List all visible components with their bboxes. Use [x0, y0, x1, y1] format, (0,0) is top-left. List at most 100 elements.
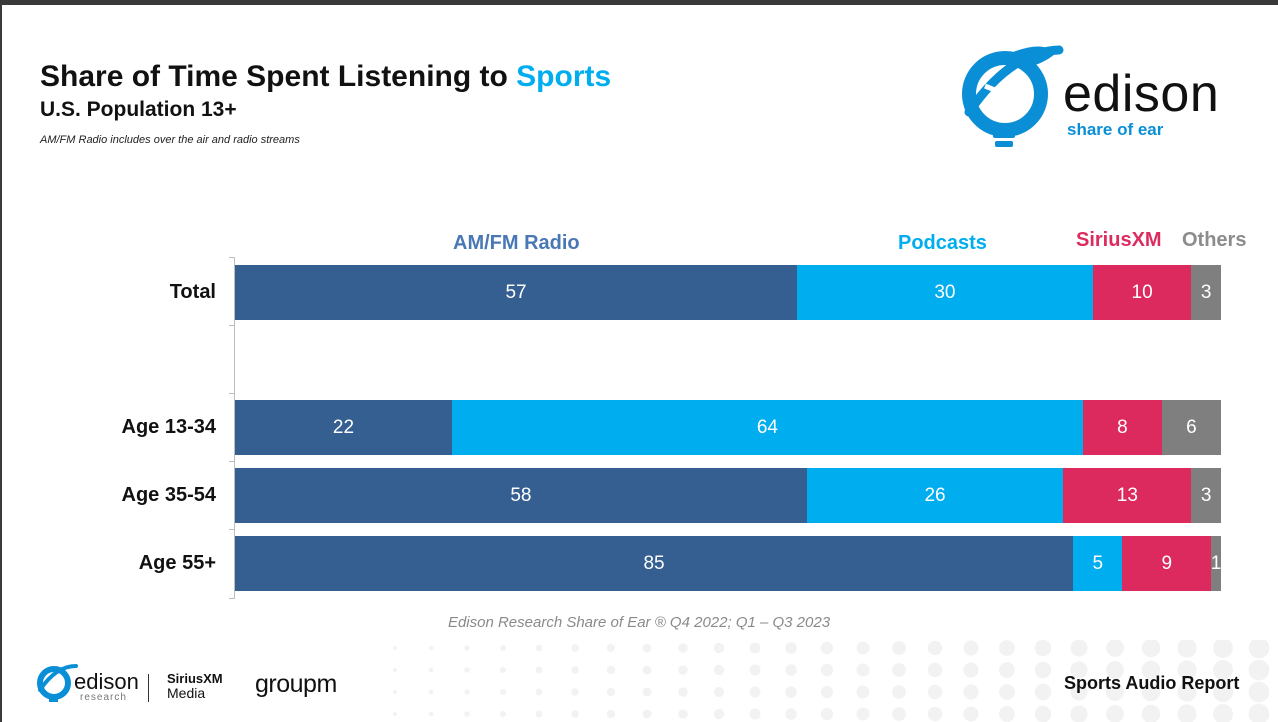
background-dot [927, 662, 943, 678]
footer-divider [148, 674, 149, 702]
background-dot [856, 663, 870, 677]
edison-research-icon [37, 664, 78, 702]
background-dot [713, 642, 725, 654]
background-dot [1070, 640, 1088, 657]
background-dot [1177, 640, 1197, 658]
background-dot [606, 709, 616, 719]
background-dot [1213, 704, 1233, 722]
background-dot [606, 665, 616, 675]
background-dot [999, 662, 1015, 678]
bar-segment-others: 3 [1191, 468, 1221, 523]
title-highlight: Sports [516, 60, 612, 93]
data-label: 10 [1131, 281, 1153, 303]
data-label: 5 [1092, 552, 1104, 574]
background-dot [1141, 660, 1161, 680]
background-dot [428, 711, 434, 717]
data-label: 8 [1117, 416, 1128, 438]
background-dot [499, 688, 507, 696]
window-frame-left [0, 0, 2, 722]
bar-segment-podcasts: 64 [451, 400, 1083, 455]
background-dot [499, 644, 507, 652]
background-dot [1034, 705, 1052, 722]
background-dot [535, 688, 543, 696]
row-label-age-35-54: Age 35-54 [121, 484, 217, 506]
background-dot [785, 642, 797, 654]
lightbulb-logo-icon [962, 45, 1064, 147]
background-dot [571, 688, 579, 696]
siriusxm-media-word: Media [167, 685, 206, 701]
row-label-age-13-34: Age 13-34 [121, 416, 217, 438]
background-dot [393, 690, 397, 694]
background-dot [1248, 659, 1270, 681]
background-dot [535, 666, 543, 674]
background-dot [1213, 682, 1233, 702]
bar-segment-amfm: 22 [235, 400, 452, 455]
background-dot [820, 663, 834, 677]
bar-segment-amfm: 85 [235, 536, 1074, 591]
bar-segment-others: 6 [1161, 400, 1221, 455]
bar-segment-siriusxm: 9 [1122, 536, 1212, 591]
background-dot [642, 665, 652, 675]
background-dot [1034, 640, 1052, 657]
data-label: 58 [510, 484, 532, 506]
axis-tick [229, 325, 235, 326]
background-dot [1106, 640, 1124, 657]
background-dot [393, 646, 397, 650]
data-label: 3 [1200, 484, 1212, 506]
source-note: Edison Research Share of Ear ® Q4 2022; … [447, 614, 831, 631]
background-dot [535, 644, 543, 652]
brand-tagline: share of ear [1067, 120, 1164, 139]
background-dot [464, 711, 470, 717]
window-frame-top [0, 0, 1278, 5]
background-dot [820, 707, 834, 721]
siriusxm-wordmark: SiriusXM [167, 671, 223, 686]
background-dot [642, 643, 652, 653]
edison-share-of-ear-logo: edison share of ear [955, 42, 1245, 152]
background-dot [606, 687, 616, 697]
data-label: 30 [934, 281, 956, 303]
background-dot [1141, 682, 1161, 702]
row-label-total: Total [169, 281, 216, 303]
decorative-dot-pattern [393, 640, 1270, 722]
background-dot [1177, 660, 1197, 680]
axis-tick [229, 393, 235, 394]
siriusxm-media-logo: SiriusXM Media [167, 671, 223, 701]
background-dot [749, 642, 761, 654]
bar-segment-podcasts: 5 [1073, 536, 1123, 591]
legend-siriusxm: SiriusXM [1076, 229, 1162, 251]
axis-tick [229, 461, 235, 462]
bar-segment-amfm: 58 [235, 468, 807, 523]
background-dot [785, 664, 797, 676]
background-dot [785, 686, 797, 698]
background-dot [999, 684, 1015, 700]
background-dot [464, 645, 470, 651]
background-dot [499, 666, 507, 674]
background-dot [892, 707, 906, 721]
background-dot [571, 710, 579, 718]
background-dot [1177, 704, 1197, 722]
background-dot [393, 712, 397, 716]
background-dot [642, 709, 652, 719]
category-axis [234, 257, 235, 599]
data-label: 22 [332, 416, 355, 438]
background-dot [713, 664, 725, 676]
background-dot [678, 709, 688, 719]
background-dot [1106, 661, 1124, 679]
background-dot [464, 689, 470, 695]
background-dot [678, 665, 688, 675]
legend-podcasts: Podcasts [898, 232, 987, 254]
legend-others: Others [1182, 229, 1247, 251]
background-dot [1213, 640, 1233, 658]
background-dot [499, 710, 507, 718]
background-dot [963, 684, 979, 700]
background-dot [892, 663, 906, 677]
data-label: 85 [643, 552, 665, 574]
bar-segment-siriusxm: 10 [1092, 265, 1192, 320]
chart-subtitle: U.S. Population 13+ [40, 98, 237, 121]
row-label-age-55-plus: Age 55+ [138, 552, 216, 574]
background-dot [713, 686, 725, 698]
background-dot [749, 686, 761, 698]
data-label: 57 [505, 281, 527, 303]
bar-row-age-55-plus: 85 5 9 1 [235, 536, 1221, 591]
background-dot [393, 668, 397, 672]
